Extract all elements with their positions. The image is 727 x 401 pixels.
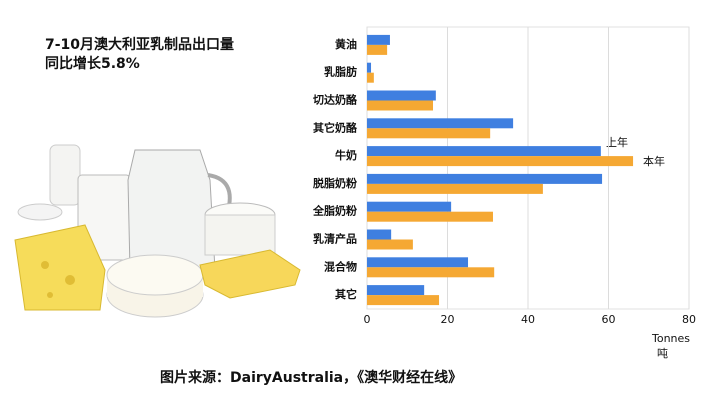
bar — [367, 211, 493, 222]
y-tick-label: 乳清产品 — [313, 232, 357, 246]
source-note: 图片来源：DairyAustralia，《澳华财经在线》 — [160, 369, 462, 386]
bar — [367, 285, 425, 296]
y-tick-label: 黄油 — [335, 37, 357, 51]
bar — [367, 267, 495, 278]
bar — [367, 201, 452, 212]
bar — [367, 72, 374, 83]
bar — [367, 34, 390, 45]
chart-title: 同比增长5.8% — [45, 55, 140, 72]
bar — [367, 128, 491, 139]
x-tick-label: 20 — [441, 313, 455, 326]
bar — [367, 295, 440, 306]
bar — [367, 173, 603, 184]
x-tick-label: 40 — [521, 313, 535, 326]
bar — [367, 62, 372, 73]
bar — [367, 100, 434, 111]
y-tick-label: 全脂奶粉 — [312, 204, 357, 218]
y-tick-label: 切达奶酪 — [313, 93, 358, 107]
y-tick-label: 其它奶酪 — [313, 120, 358, 134]
y-tick-label: 乳脂肪 — [324, 65, 357, 79]
bar — [367, 146, 601, 157]
bar — [367, 183, 543, 194]
x-tick-label: 0 — [364, 313, 371, 326]
bar — [367, 44, 388, 55]
x-axis-label: 吨 — [657, 347, 668, 360]
bar — [367, 156, 634, 167]
x-tick-label: 80 — [682, 313, 696, 326]
series-annotation: 上年 — [606, 135, 628, 149]
bar — [367, 239, 413, 250]
bar — [367, 229, 392, 240]
x-tick-label: 60 — [602, 313, 616, 326]
bar — [367, 90, 436, 101]
y-tick-label: 混合物 — [324, 259, 357, 273]
dairy-photo — [14, 144, 301, 318]
bar — [367, 118, 514, 129]
chart-title: 7-10月澳大利亚乳制品出口量 — [45, 36, 234, 53]
x-axis-label: Tonnes — [651, 332, 690, 345]
series-annotation: 本年 — [643, 154, 665, 168]
bar — [367, 257, 469, 268]
y-tick-label: 脱脂奶粉 — [313, 176, 357, 190]
y-tick-label: 其它 — [335, 287, 357, 301]
y-tick-label: 牛奶 — [335, 148, 357, 162]
